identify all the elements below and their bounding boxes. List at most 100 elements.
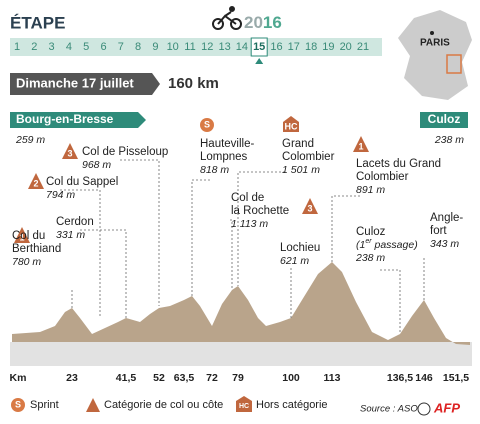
stage-number: 17 — [288, 41, 300, 53]
legend-hc-icon: HC — [239, 403, 249, 410]
stage-number: 7 — [118, 41, 124, 53]
point-label: Col du Sappel — [46, 176, 118, 188]
point-label: Colombier — [282, 151, 335, 163]
stage-number: 10 — [167, 41, 179, 53]
current-stage-marker — [255, 58, 264, 64]
point-label: Grand — [282, 138, 314, 150]
source: Source : ASO — [360, 404, 418, 415]
km-label: 41,5 — [116, 372, 137, 384]
date: Dimanche 17 juillet — [16, 75, 134, 90]
stage-number: 5 — [83, 41, 89, 53]
cyclist-icon — [212, 6, 242, 30]
km-label: 100 — [282, 372, 300, 384]
stage-number: 21 — [357, 41, 369, 53]
start-altitude: 259 m — [15, 134, 45, 146]
stage-number: 20 — [340, 41, 352, 53]
stage-number: 13 — [218, 41, 230, 53]
note-sup: er — [365, 238, 372, 245]
km-label: 23 — [66, 372, 78, 384]
leaders — [60, 159, 425, 334]
point-icon-text: 3 — [67, 148, 72, 158]
note-pre: (1 — [356, 239, 365, 251]
point-label: fort — [430, 225, 447, 237]
point-altitude: 780 m — [12, 256, 41, 268]
stage-number: 2 — [31, 41, 37, 53]
point-altitude: 891 m — [356, 184, 385, 196]
stage-number: 4 — [66, 41, 72, 53]
point-altitude: 818 m — [200, 164, 229, 176]
km-label: 113 — [324, 372, 341, 384]
point-note: (1er passage) — [356, 238, 418, 251]
stage-number: 19 — [322, 41, 334, 53]
point-altitude: 343 m — [430, 238, 459, 250]
axis-band — [10, 342, 472, 366]
point-icon-text: 1 — [358, 141, 363, 151]
point-icon-text: 3 — [307, 203, 312, 213]
year: 2016 — [244, 13, 282, 32]
point-label: Cerdon — [56, 216, 94, 228]
start-flag — [10, 112, 146, 128]
legend-hc: Hors catégorie — [256, 399, 328, 411]
category-icon — [14, 227, 30, 243]
point-label: Col de — [231, 192, 264, 204]
distance: 160 km — [168, 75, 219, 92]
start-name: Bourg-en-Bresse — [16, 112, 114, 126]
stage-strip — [10, 38, 382, 56]
stage-number: 8 — [135, 41, 141, 53]
point-icon-text: 1 — [19, 232, 24, 242]
point-altitude: 968 m — [82, 159, 111, 171]
stage-number: 9 — [152, 41, 158, 53]
point-altitude: 1 501 m — [282, 164, 320, 176]
map-label: PARIS — [420, 38, 450, 49]
hc-icon — [283, 116, 299, 132]
legend-sprint: Sprint — [30, 399, 59, 411]
point-label: Lompnes — [200, 151, 248, 163]
point-altitude: 621 m — [280, 255, 309, 267]
km-label: 136,5 — [387, 372, 413, 384]
point-label: Culoz — [356, 226, 386, 238]
km-label: Km — [10, 372, 27, 384]
stage-number: 1 — [14, 41, 20, 53]
stage-number: 6 — [100, 41, 106, 53]
year-suffix: 16 — [263, 13, 282, 32]
point-altitude: 794 m — [46, 189, 75, 201]
point-label: Col de Pisseloup — [82, 146, 168, 158]
logo: AFP — [433, 400, 460, 415]
note-post: passage) — [372, 239, 418, 251]
category-icon — [302, 198, 318, 214]
point-altitude: 1 113 m — [231, 218, 268, 230]
point-label: Hauteville- — [200, 138, 254, 150]
km-label: 79 — [232, 372, 244, 384]
stage-number: 11 — [184, 41, 195, 53]
stage-number: 16 — [270, 41, 282, 53]
elevation-profile — [12, 262, 470, 345]
point-icon-text: S — [204, 119, 210, 129]
finish-name: Culoz — [428, 112, 461, 126]
current-stage-box — [250, 37, 268, 57]
year-prefix: 20 — [244, 13, 263, 32]
point-label: Berthiand — [12, 243, 61, 255]
finish-altitude: 238 m — [434, 134, 464, 146]
point-label: Colombier — [356, 171, 409, 183]
point-label: Col du — [12, 230, 45, 242]
km-label: 72 — [206, 372, 218, 384]
stage-number: 15 — [253, 41, 265, 53]
category-icon — [62, 143, 78, 159]
km-label: 146 — [415, 372, 433, 384]
legend: S Sprint Catégorie de col ou côte HC Hor… — [11, 396, 328, 412]
legend-sprint-icon: S — [15, 399, 21, 409]
point-label: la Rochette — [231, 205, 289, 217]
km-label: 52 — [153, 372, 165, 384]
point-altitude: 238 m — [355, 252, 385, 264]
km-label: 63,5 — [174, 372, 195, 384]
date-box — [10, 73, 160, 95]
legend-category: Catégorie de col ou côte — [104, 399, 223, 411]
sprint-icon — [200, 118, 214, 132]
stage-number: 18 — [305, 41, 317, 53]
km-label: 151,5 — [443, 372, 469, 384]
copyright — [417, 402, 431, 416]
title: ÉTAPE — [10, 13, 65, 32]
stage-number: 12 — [201, 41, 213, 53]
category-icon — [28, 173, 44, 189]
